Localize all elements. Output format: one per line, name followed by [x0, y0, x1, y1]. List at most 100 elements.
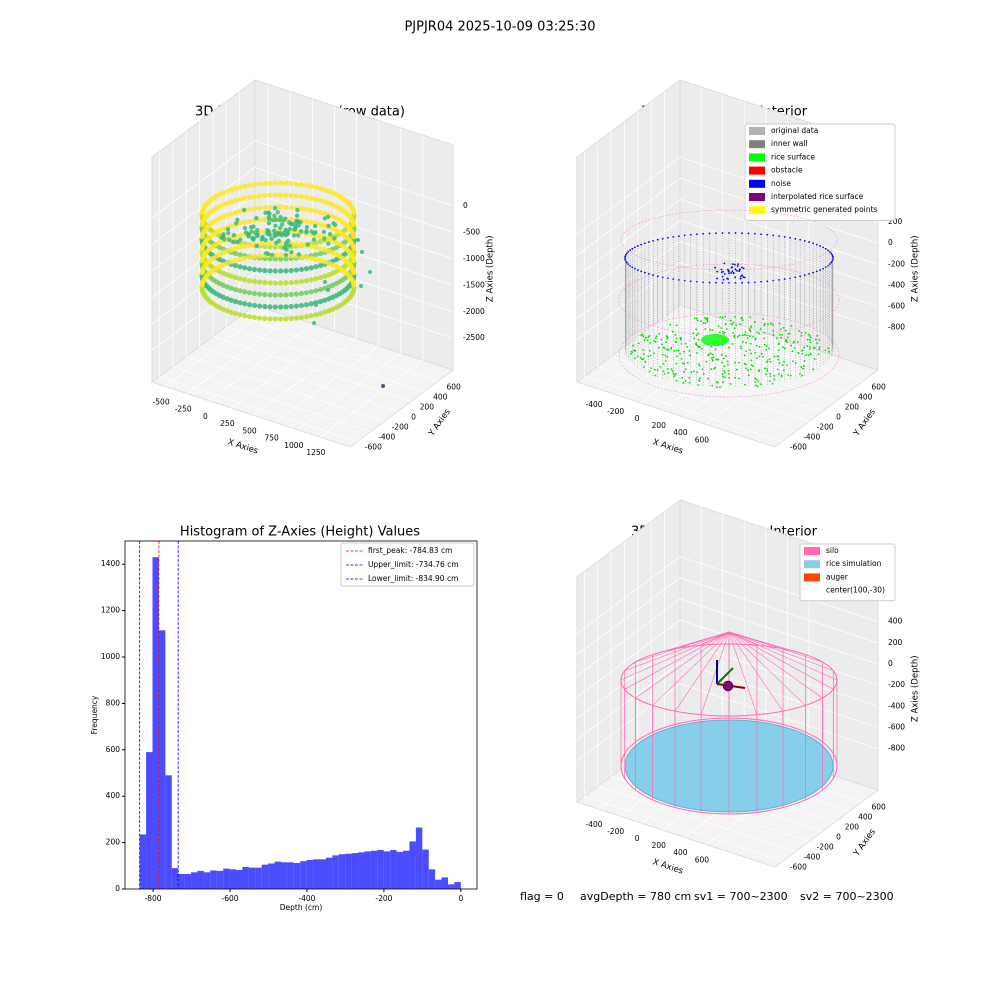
rice-point — [686, 346, 688, 348]
rice-point — [716, 381, 718, 383]
cloud-point — [299, 303, 304, 308]
rice-point — [758, 332, 760, 334]
noise-point — [737, 263, 739, 265]
rice-point — [764, 323, 766, 325]
rice-point — [801, 375, 803, 377]
rice-point — [774, 356, 776, 358]
rice-point — [809, 339, 811, 341]
cloud-point — [247, 278, 252, 283]
cloud-point — [294, 303, 299, 308]
z-tick-label: 400 — [888, 617, 903, 626]
cloud-point — [309, 196, 314, 201]
rice-point — [725, 323, 727, 325]
cloud-point — [294, 315, 299, 320]
rice-point — [739, 323, 741, 325]
noise-point — [734, 276, 736, 278]
rice-point — [744, 384, 746, 386]
cloud-point — [309, 289, 314, 294]
rice-point — [705, 322, 707, 324]
rice-point — [732, 343, 734, 345]
cloud-point — [231, 240, 235, 244]
rice-point — [645, 337, 647, 339]
rice-point — [682, 382, 684, 384]
noise-point — [766, 234, 768, 236]
rice-point — [642, 334, 644, 336]
bar — [397, 852, 403, 889]
noise-point — [804, 274, 806, 276]
outlier-point — [381, 384, 385, 388]
rice-point — [763, 332, 765, 334]
rice-point — [693, 338, 695, 340]
rice-point — [769, 380, 771, 382]
rice-point — [782, 346, 784, 348]
rice-point — [766, 370, 768, 372]
y-tick-label: 200 — [106, 838, 121, 847]
rice-point — [670, 347, 672, 349]
rice-point — [750, 325, 752, 327]
noise-point — [722, 232, 724, 234]
cloud-point — [242, 313, 247, 318]
cloud-point — [283, 217, 287, 221]
noise-point — [672, 236, 674, 238]
noise-point — [634, 246, 636, 248]
rice-point — [750, 353, 752, 355]
noise-point — [696, 233, 698, 235]
cloud-point — [233, 186, 238, 191]
rice-point — [777, 359, 779, 361]
bar — [191, 872, 197, 889]
footer-flag: flag = 0 — [520, 890, 564, 903]
rice-point — [719, 386, 721, 388]
z-axis-label: Z Axies (Depth) — [911, 655, 921, 722]
cloud-point — [257, 315, 262, 320]
rice-point — [790, 345, 792, 347]
x-tick-label: -400 — [586, 400, 603, 409]
y-tick-label: 400 — [858, 393, 873, 402]
rice-point — [722, 331, 724, 333]
cloud-point — [255, 244, 259, 248]
legend-label: noise — [771, 179, 791, 188]
rice-point — [754, 378, 756, 380]
rice-point — [779, 323, 781, 325]
cloud-point — [351, 282, 356, 287]
z-tick-label: -500 — [463, 227, 480, 236]
cloud-point — [273, 268, 278, 273]
noise-point — [778, 235, 780, 237]
x-tick-label: 0 — [458, 894, 463, 903]
rice-point — [711, 385, 713, 387]
cloud-point — [304, 219, 309, 224]
rice-point — [756, 357, 758, 359]
noise-point — [748, 233, 750, 235]
rice-point — [802, 368, 804, 370]
cloud-point — [304, 302, 309, 307]
noise-point — [715, 232, 717, 234]
rice-point — [765, 373, 767, 375]
cloud-point — [351, 246, 356, 251]
cloud-point — [242, 265, 247, 270]
y-tick-label: 0 — [411, 413, 416, 422]
legend-label: original data — [771, 126, 818, 135]
cloud-point — [295, 213, 299, 217]
footer-sv2: sv2 = 700~2300 — [800, 890, 894, 903]
cloud-point — [294, 241, 299, 246]
rice-point — [680, 339, 682, 341]
rice-point — [756, 379, 758, 381]
rice-point — [750, 368, 752, 370]
noise-point — [652, 274, 654, 276]
z-tick-label: 200 — [888, 638, 903, 647]
noise-point — [714, 267, 716, 269]
cloud-point — [278, 280, 283, 285]
rice-point — [803, 365, 805, 367]
rice-point — [734, 337, 736, 339]
noise-point — [741, 267, 743, 269]
noise-point — [816, 270, 818, 272]
rice-point — [720, 327, 722, 329]
legend-label: inner wall — [771, 139, 808, 148]
rice-point — [786, 364, 788, 366]
rice-point — [764, 344, 766, 346]
cloud-point — [318, 311, 323, 316]
y-tick-label: 400 — [106, 791, 121, 800]
bar — [332, 855, 338, 889]
rice-point — [649, 342, 651, 344]
cloud-point — [267, 304, 272, 309]
rice-point — [757, 380, 759, 382]
